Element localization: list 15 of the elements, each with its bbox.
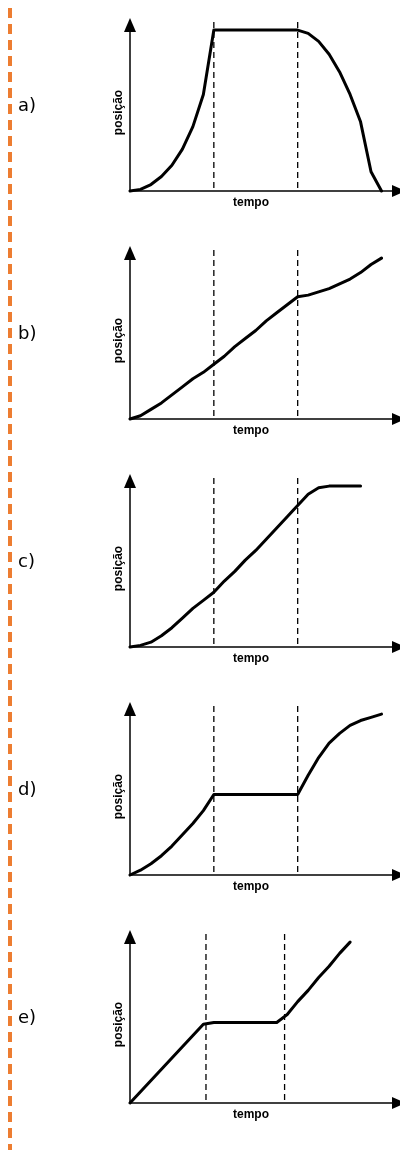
text: d) [18,777,37,799]
x-axis-title: tempo [233,195,269,209]
y-axis-title: posição [111,1001,125,1048]
text: e) [18,1005,37,1027]
text: b) [18,321,37,343]
x-axis-title: tempo [233,651,269,665]
y-axis-title: posição [111,773,125,820]
x-axis-title: tempo [233,423,269,437]
x-axis-title: tempo [233,879,269,893]
y-axis-title: posição [111,89,125,136]
text: c) [18,549,35,571]
y-axis-title: posição [111,545,125,592]
x-axis-title: tempo [233,1107,269,1121]
y-axis-title: posição [111,317,125,364]
text: a) [18,93,37,115]
